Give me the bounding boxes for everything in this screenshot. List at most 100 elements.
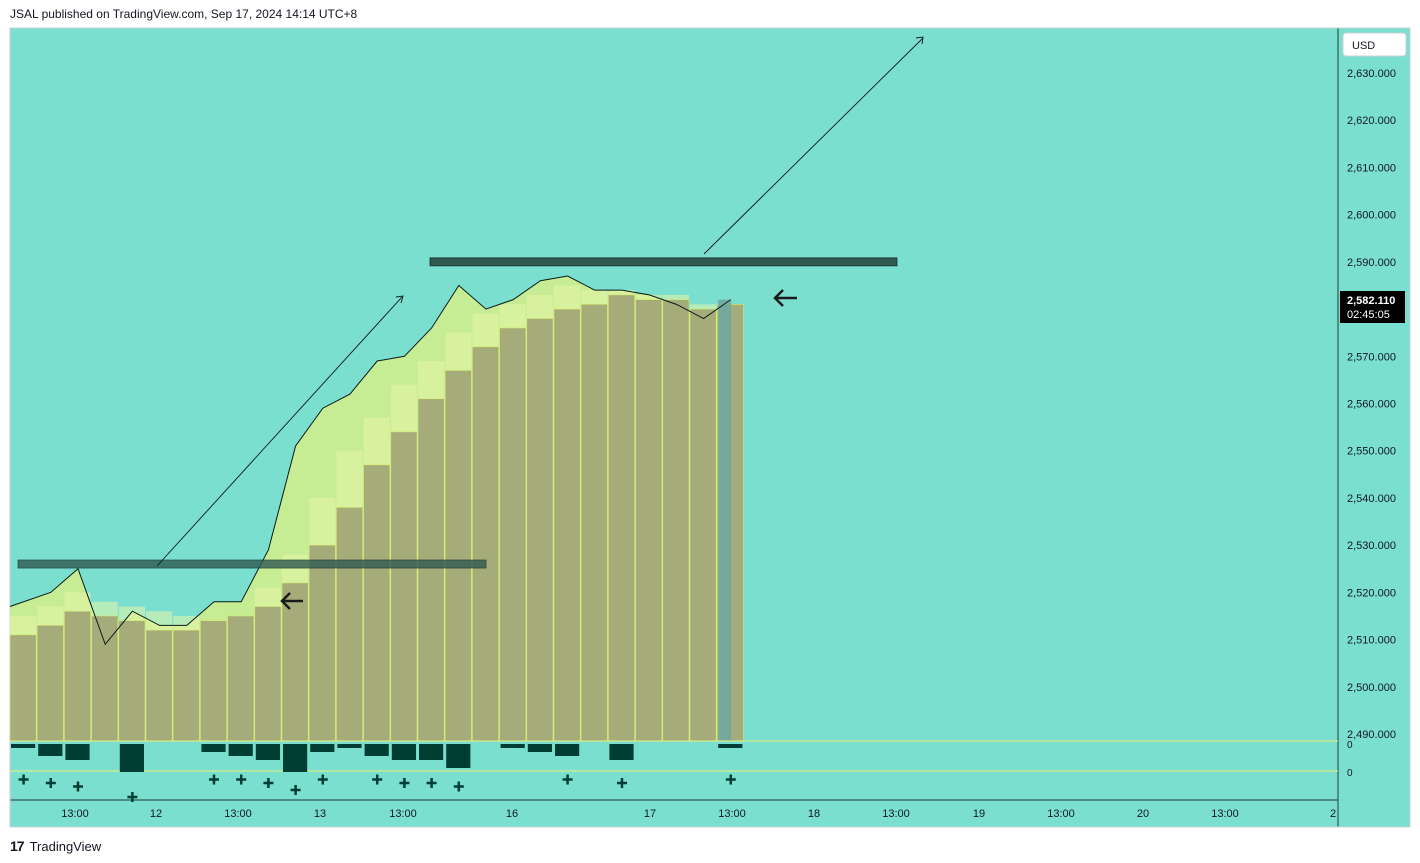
volume-bar xyxy=(36,625,64,742)
indicator-bar xyxy=(337,744,362,748)
indicator-bar xyxy=(11,744,36,748)
indicator-bar xyxy=(609,744,634,760)
price-tick-label: 2,540.000 xyxy=(1347,493,1396,505)
price-tick-label: 2,600.000 xyxy=(1347,210,1396,222)
indicator-bar xyxy=(255,744,280,760)
volume-bar xyxy=(172,629,200,742)
trend-arrow-line-1[interactable] xyxy=(156,296,403,567)
indicator-marker xyxy=(725,774,736,785)
time-tick-label: 2 xyxy=(1330,808,1336,820)
indicator-bar xyxy=(310,744,335,752)
volume-bar xyxy=(553,308,581,742)
indicator-bar xyxy=(201,744,226,752)
indicator-bar xyxy=(65,744,90,760)
indicator-marker xyxy=(127,792,138,802)
indicator-marker xyxy=(209,774,219,785)
indicator-marker xyxy=(236,774,247,785)
countdown-timer: 02:45:05 xyxy=(1347,309,1390,321)
chart-frame xyxy=(9,27,1411,828)
time-tick-label: 13:00 xyxy=(882,808,910,820)
time-tick-label: 13:00 xyxy=(224,808,252,820)
volume-bar xyxy=(580,304,608,742)
volume-bar xyxy=(118,620,146,742)
volume-bar xyxy=(363,464,391,742)
trend-arrow-line-2[interactable] xyxy=(703,37,924,255)
price-line xyxy=(9,275,732,646)
volume-bar xyxy=(635,299,663,742)
price-tick-label: 2,630.000 xyxy=(1347,68,1396,80)
indicator-bar xyxy=(555,744,580,756)
volume-bar xyxy=(336,507,363,742)
volume-bar xyxy=(254,606,282,742)
indicator-marker xyxy=(562,774,573,785)
indicator-bar xyxy=(364,744,389,756)
footer-brand-name: TradingView xyxy=(29,838,102,854)
volume-bar xyxy=(417,398,445,742)
volume-bar xyxy=(689,308,717,742)
price-tick-label: 2,490.000 xyxy=(1347,729,1396,741)
volume-bar xyxy=(227,615,255,742)
time-tick-label: 16 xyxy=(506,808,518,820)
indicator-marker xyxy=(617,778,627,788)
indicator-bar xyxy=(419,744,444,760)
price-tick-label: 2,500.000 xyxy=(1347,682,1396,694)
indicator-marker xyxy=(453,781,464,792)
last-price-value: 2,582.110 xyxy=(1347,295,1395,307)
last-price-badge xyxy=(1340,291,1405,323)
indicator-marker xyxy=(290,785,301,795)
volume-bar xyxy=(9,634,37,742)
indicator-marker xyxy=(426,778,437,788)
indicator-bar xyxy=(527,744,552,752)
indicator-marker xyxy=(45,778,56,788)
volume-bar xyxy=(91,615,119,742)
price-axis-background xyxy=(1338,28,1410,827)
currency-button[interactable] xyxy=(1342,32,1407,57)
time-tick-label: 17 xyxy=(644,808,656,820)
volume-bar xyxy=(200,620,227,742)
time-tick-label: 13:00 xyxy=(61,808,89,820)
time-tick-label: 19 xyxy=(973,808,985,820)
time-tick-label: 20 xyxy=(1137,808,1149,820)
indicator-zero-label-2: 0 xyxy=(1347,768,1353,779)
time-tick-label: 13:00 xyxy=(389,808,417,820)
indicator-marker xyxy=(263,778,274,788)
resistance-zone[interactable] xyxy=(429,257,898,267)
indicator-bar xyxy=(283,744,308,772)
current-bar xyxy=(718,299,732,741)
volume-bar xyxy=(281,582,309,742)
volume-bar xyxy=(499,327,527,742)
indicator-marker xyxy=(399,778,410,788)
indicator-zero-label-1: 0 xyxy=(1347,740,1353,751)
price-tick-label: 2,570.000 xyxy=(1347,351,1396,363)
indicator-bar xyxy=(718,744,743,748)
volume-bar xyxy=(308,544,336,742)
left-arrow-icon[interactable] xyxy=(773,289,797,307)
published-caption: JSAL published on TradingView.com, Sep 1… xyxy=(10,7,358,21)
left-arrow-icon[interactable] xyxy=(280,592,303,610)
price-tick-label: 2,560.000 xyxy=(1347,399,1396,411)
price-tick-label: 2,620.000 xyxy=(1347,115,1396,127)
currency-label: USD xyxy=(1352,40,1375,52)
indicator-bar xyxy=(391,744,416,760)
time-tick-label: 13:00 xyxy=(1047,808,1075,820)
price-tick-label: 2,610.000 xyxy=(1347,162,1396,174)
indicator-marker xyxy=(73,781,83,792)
trend-arrowhead-1 xyxy=(395,295,404,304)
volume-bar xyxy=(526,318,554,742)
footer-branding: 17 TradingView xyxy=(10,838,101,854)
volume-bar xyxy=(444,370,472,742)
indicator-bar xyxy=(119,744,144,772)
price-tick-label: 2,550.000 xyxy=(1347,446,1396,458)
time-tick-label: 13:00 xyxy=(1211,808,1239,820)
indicator-bar xyxy=(228,744,253,756)
time-tick-label: 18 xyxy=(808,808,820,820)
volume-bar xyxy=(472,346,499,742)
time-tick-label: 12 xyxy=(150,808,162,820)
support-zone[interactable] xyxy=(17,559,487,569)
volume-bar xyxy=(145,629,173,742)
volume-bar xyxy=(662,299,690,742)
price-tick-label: 2,530.000 xyxy=(1347,540,1396,552)
indicator-marker xyxy=(18,774,29,785)
price-tick-label: 2,520.000 xyxy=(1347,587,1396,599)
